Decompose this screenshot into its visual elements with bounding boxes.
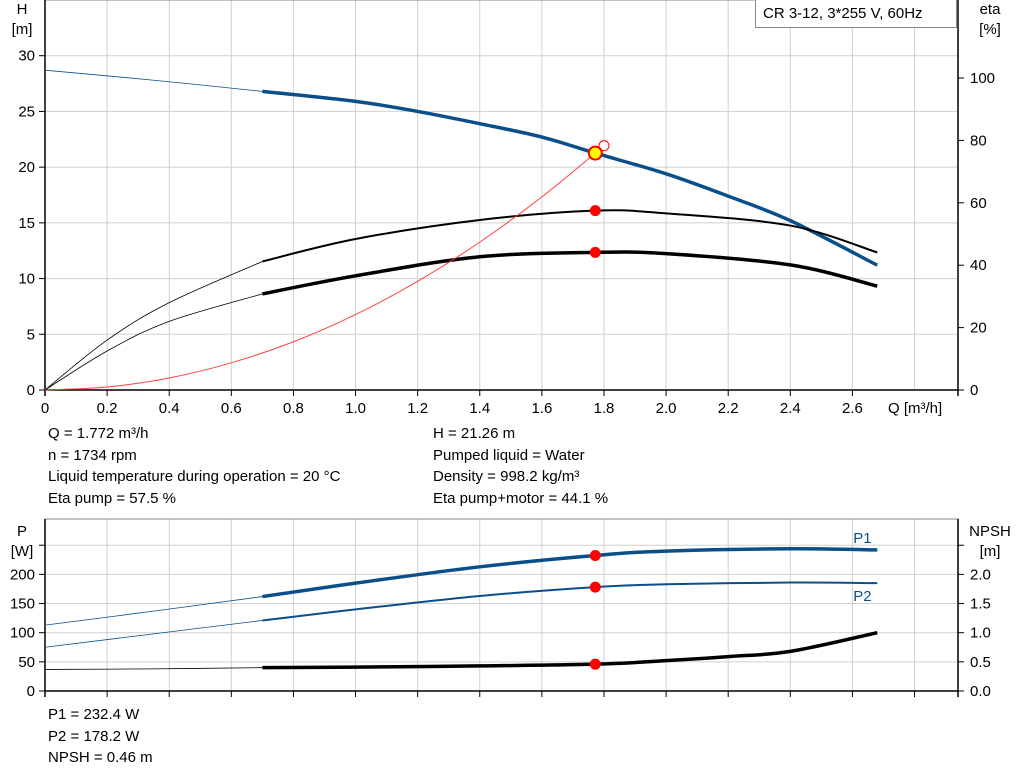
x-tick-label: 0 [41, 400, 49, 417]
plot-frame [44, 0, 959, 391]
duty-point-eta-pump [589, 205, 601, 217]
y-tick-label: 0 [27, 683, 35, 700]
x-tick-label: 0.2 [97, 400, 118, 417]
x-tick-label: 1.8 [594, 400, 615, 417]
liquid-temp-value: Liquid temperature during operation = 20… [48, 468, 341, 485]
x-tick-label: 1.6 [531, 400, 552, 417]
head-value: H = 21.26 m [433, 425, 516, 442]
y2-axis-unit: [m] [980, 543, 1001, 560]
curve-H [262, 89, 879, 267]
x-tick-label: 0.6 [221, 400, 242, 417]
curve-system [44, 145, 605, 391]
y2-axis-label: NPSH [969, 523, 1011, 540]
curve-P1-extrapolated [44, 596, 263, 626]
curve-P2 [262, 581, 878, 622]
y-axis-unit: [W] [11, 543, 34, 560]
series-label-P1: P1 [853, 530, 871, 547]
duty-point-p2 [589, 581, 601, 593]
pump-model-label: CR 3-12, 3*255 V, 60Hz [755, 0, 957, 28]
x-tick-label: 0.8 [283, 400, 304, 417]
y-tick-label: 100 [10, 625, 35, 642]
y2-axis-unit: [%] [979, 21, 1001, 38]
x-tick-label: 1.0 [345, 400, 366, 417]
x-tick-label: 2.2 [718, 400, 739, 417]
y-tick-label: 150 [10, 596, 35, 613]
curve-eta_pump-extrapolated [44, 261, 263, 391]
p2-value: P2 = 178.2 W [48, 727, 140, 745]
y2-tick-label: 60 [970, 195, 987, 212]
y-tick-label: 200 [10, 566, 35, 583]
y-tick-label: 10 [18, 271, 35, 288]
y-tick-label: 50 [18, 654, 35, 671]
eta-pump-value: Eta pump = 57.5 % [48, 489, 176, 507]
npsh-value: NPSH = 0.46 m [48, 749, 153, 766]
x-axis-label: Q [m³/h] [888, 400, 942, 417]
info-bottom: P1 = 232.4 W P2 = 178.2 W NPSH = 0.46 m [48, 704, 153, 769]
y2-tick-label: 0.0 [970, 683, 991, 700]
y-tick-label: 25 [18, 103, 35, 120]
x-tick-label: 2.6 [842, 400, 863, 417]
y-tick-label: 30 [18, 48, 35, 65]
duty-point-p1 [589, 549, 601, 561]
y-tick-label: 15 [18, 215, 35, 232]
y2-tick-label: 0 [970, 382, 978, 399]
y2-tick-label: 2.0 [970, 566, 991, 583]
eta-pump-motor-value: Eta pump+motor = 44.1 % [433, 489, 609, 507]
y-tick-label: 20 [18, 159, 35, 176]
density-value: Density = 998.2 kg/m³ [433, 468, 580, 485]
duty-point-head [587, 145, 603, 161]
y2-tick-label: 40 [970, 257, 987, 274]
y2-tick-label: 100 [970, 70, 995, 87]
y-axis-label: P [17, 523, 27, 540]
x-tick-label: 2.4 [780, 400, 801, 417]
y2-axis-label: eta [980, 1, 1002, 18]
y-axis-label: H [17, 1, 28, 18]
y2-tick-label: 1.5 [970, 596, 991, 613]
y2-tick-label: 0.5 [970, 654, 991, 671]
curve-NPSH [262, 630, 878, 670]
series-label-P2: P2 [853, 588, 871, 605]
y2-tick-label: 80 [970, 132, 987, 149]
curve-eta_pump_motor-extrapolated [44, 293, 263, 391]
y-axis-unit: [m] [12, 21, 33, 38]
curve-P2-extrapolated [44, 620, 263, 648]
curve-H-extrapolated [44, 69, 263, 92]
y-tick-label: 5 [27, 326, 35, 343]
system-curve-end-marker [598, 140, 610, 152]
duty-point-npsh [589, 658, 601, 670]
y2-tick-label: 20 [970, 320, 987, 337]
info-top-right: H = 21.26 m Pumped liquid = Water Densit… [433, 423, 608, 509]
y2-tick-label: 1.0 [970, 625, 991, 642]
pumped-liquid-value: Pumped liquid = Water [433, 446, 585, 464]
x-tick-label: 1.4 [469, 400, 490, 417]
info-top-left: Q = 1.772 m³/h n = 1734 rpm Liquid tempe… [48, 423, 340, 509]
p1-value: P1 = 232.4 W [48, 706, 140, 723]
x-tick-label: 1.2 [407, 400, 428, 417]
duty-point-eta-pump-motor [589, 246, 601, 258]
x-tick-label: 2.0 [656, 400, 677, 417]
flow-value: Q = 1.772 m³/h [48, 425, 149, 442]
curve-NPSH-extrapolated [44, 667, 263, 670]
speed-value: n = 1734 rpm [48, 446, 137, 464]
y-tick-label: 0 [27, 382, 35, 399]
x-tick-label: 0.4 [159, 400, 180, 417]
curve-eta_pump_motor [262, 250, 878, 296]
